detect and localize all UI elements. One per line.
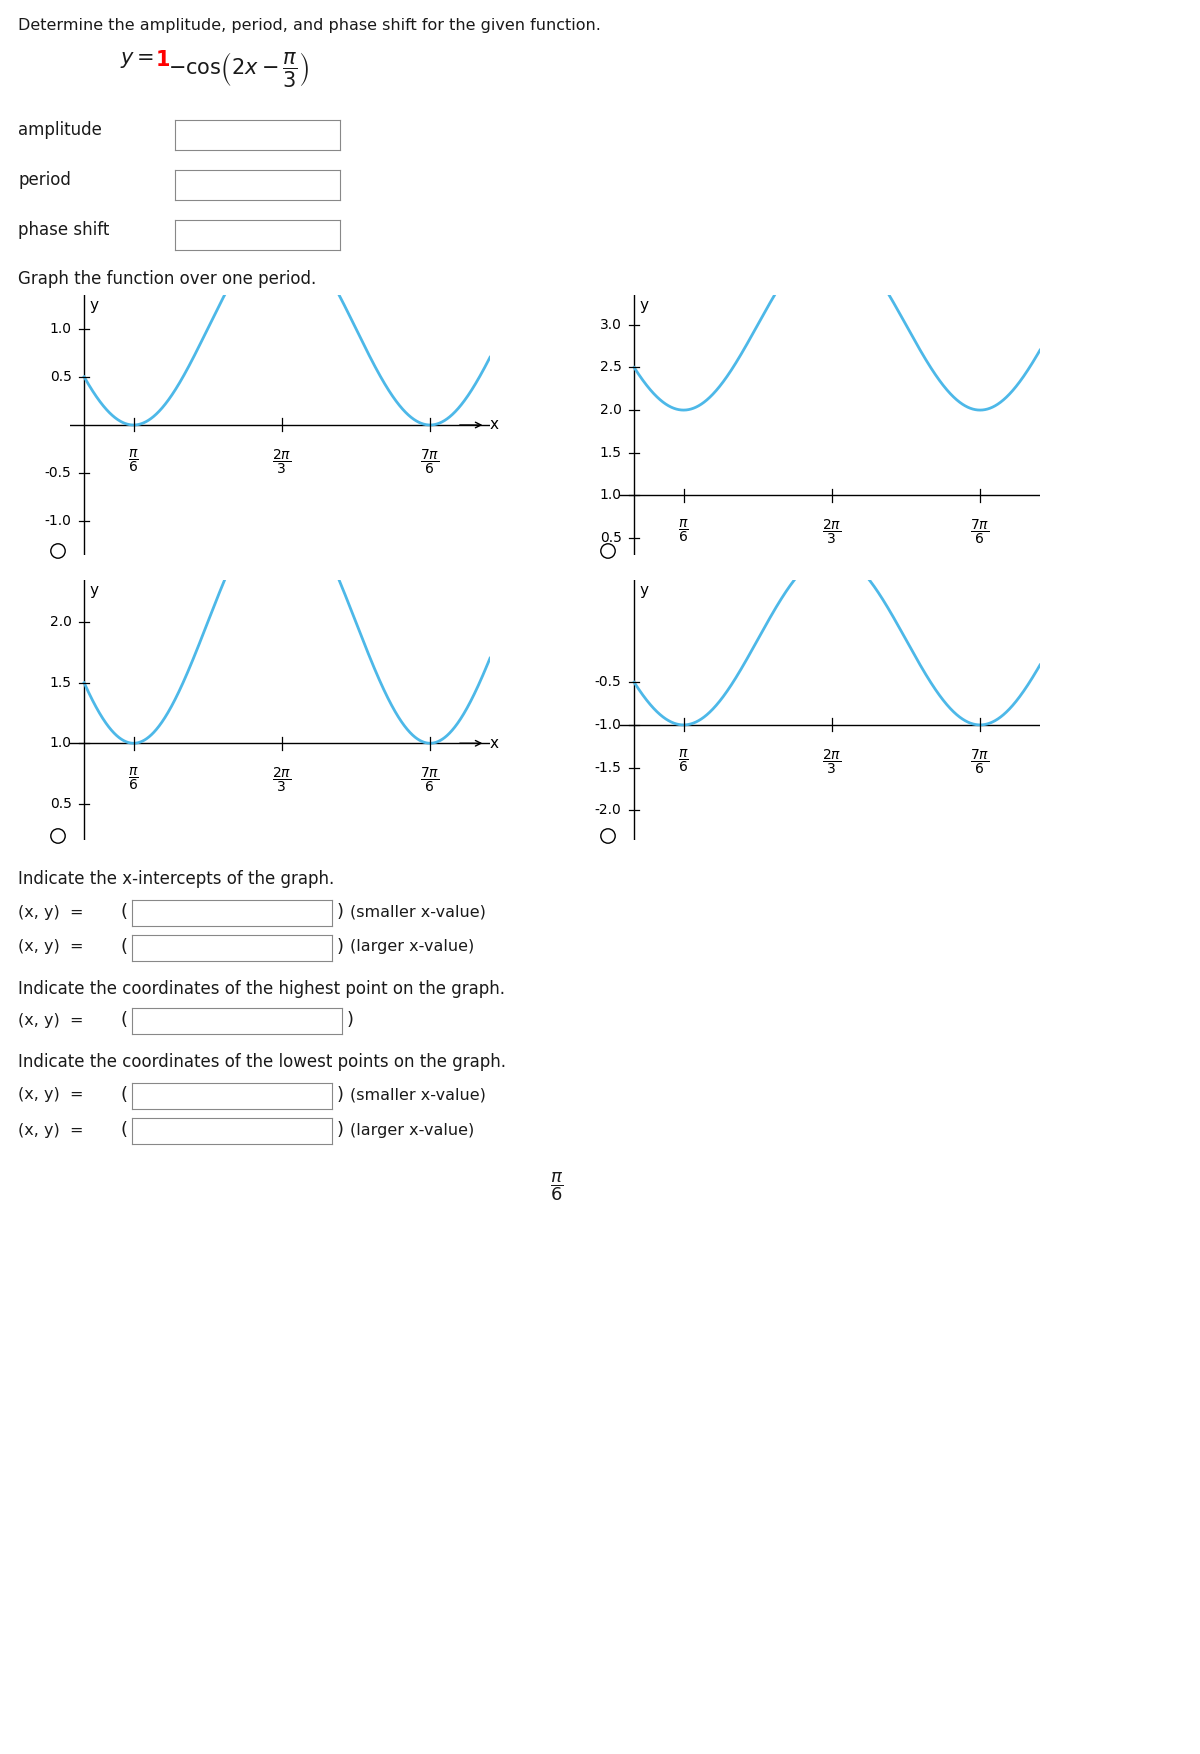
Text: 1.0: 1.0: [600, 488, 622, 502]
Text: $y = $: $y = $: [120, 51, 155, 70]
Text: 0.5: 0.5: [49, 796, 72, 810]
Text: (larger x-value): (larger x-value): [350, 940, 474, 954]
Text: 3.0: 3.0: [600, 317, 622, 332]
Text: y: y: [640, 298, 648, 312]
Text: phase shift: phase shift: [18, 221, 109, 239]
Text: 0.5: 0.5: [600, 531, 622, 545]
Text: x: x: [490, 735, 499, 751]
Text: (: (: [120, 1086, 127, 1103]
Text: (x, y)  =: (x, y) =: [18, 1012, 84, 1028]
Text: 1.5: 1.5: [600, 446, 622, 460]
Text: $- \cos\!\left(2x - \dfrac{\pi}{3}\right)$: $- \cos\!\left(2x - \dfrac{\pi}{3}\right…: [168, 51, 310, 89]
Text: (: (: [120, 1010, 127, 1030]
Text: x: x: [490, 417, 499, 433]
Text: 0.5: 0.5: [49, 370, 72, 384]
Text: -1.5: -1.5: [595, 761, 622, 775]
Text: ): ): [337, 1086, 344, 1103]
Text: -0.5: -0.5: [595, 675, 622, 689]
Text: 2.0: 2.0: [49, 616, 72, 630]
Text: (smaller x-value): (smaller x-value): [350, 905, 486, 919]
Text: (: (: [120, 1121, 127, 1138]
Text: ): ): [347, 1010, 354, 1030]
Text: (larger x-value): (larger x-value): [350, 1123, 474, 1138]
Text: (: (: [120, 903, 127, 921]
Text: $\dfrac{2\pi}{3}$: $\dfrac{2\pi}{3}$: [822, 517, 841, 547]
Text: (x, y)  =: (x, y) =: [18, 905, 84, 919]
Text: (x, y)  =: (x, y) =: [18, 1087, 84, 1103]
Text: $\dfrac{7\pi}{6}$: $\dfrac{7\pi}{6}$: [971, 517, 990, 547]
Text: Indicate the coordinates of the highest point on the graph.: Indicate the coordinates of the highest …: [18, 980, 505, 998]
Text: $\dfrac{\pi}{6}$: $\dfrac{\pi}{6}$: [678, 517, 689, 544]
Text: $\dfrac{7\pi}{6}$: $\dfrac{7\pi}{6}$: [971, 747, 990, 775]
Text: -2.0: -2.0: [595, 803, 622, 817]
Text: period: period: [18, 170, 71, 189]
Text: $\dfrac{7\pi}{6}$: $\dfrac{7\pi}{6}$: [420, 766, 439, 795]
Text: $\dfrac{2\pi}{3}$: $\dfrac{2\pi}{3}$: [272, 447, 292, 475]
Text: 1.0: 1.0: [49, 737, 72, 751]
Text: $\dfrac{7\pi}{6}$: $\dfrac{7\pi}{6}$: [420, 447, 439, 475]
Text: -1.0: -1.0: [44, 514, 72, 528]
Text: $\dfrac{\pi}{6}$: $\dfrac{\pi}{6}$: [678, 747, 689, 774]
Text: (: (: [120, 938, 127, 956]
Text: 2.5: 2.5: [600, 361, 622, 374]
Text: $\dfrac{\pi}{6}$: $\dfrac{\pi}{6}$: [128, 447, 139, 474]
Text: ): ): [337, 1121, 344, 1138]
Text: 1.5: 1.5: [49, 675, 72, 689]
Text: 1.0: 1.0: [49, 321, 72, 335]
Text: ): ): [337, 938, 344, 956]
Text: y: y: [89, 298, 98, 312]
Text: (x, y)  =: (x, y) =: [18, 1123, 84, 1138]
Text: $\dfrac{2\pi}{3}$: $\dfrac{2\pi}{3}$: [822, 747, 841, 775]
Text: 2.0: 2.0: [600, 403, 622, 417]
Text: Graph the function over one period.: Graph the function over one period.: [18, 270, 317, 288]
Text: Indicate the x-intercepts of the graph.: Indicate the x-intercepts of the graph.: [18, 870, 335, 888]
Text: y: y: [640, 582, 648, 598]
Text: $\dfrac{2\pi}{3}$: $\dfrac{2\pi}{3}$: [272, 766, 292, 795]
Text: -1.0: -1.0: [595, 717, 622, 731]
Text: y: y: [89, 582, 98, 598]
Text: $\dfrac{\pi}{6}$: $\dfrac{\pi}{6}$: [128, 766, 139, 793]
Text: $\mathbf{1}$: $\mathbf{1}$: [155, 51, 170, 70]
Text: Determine the amplitude, period, and phase shift for the given function.: Determine the amplitude, period, and pha…: [18, 18, 601, 33]
Text: (x, y)  =: (x, y) =: [18, 940, 84, 954]
Text: -0.5: -0.5: [44, 467, 72, 481]
Text: $\dfrac{\pi}{6}$: $\dfrac{\pi}{6}$: [550, 1170, 564, 1203]
Text: (smaller x-value): (smaller x-value): [350, 1087, 486, 1103]
Text: amplitude: amplitude: [18, 121, 102, 139]
Text: ): ): [337, 903, 344, 921]
Text: Indicate the coordinates of the lowest points on the graph.: Indicate the coordinates of the lowest p…: [18, 1052, 506, 1072]
